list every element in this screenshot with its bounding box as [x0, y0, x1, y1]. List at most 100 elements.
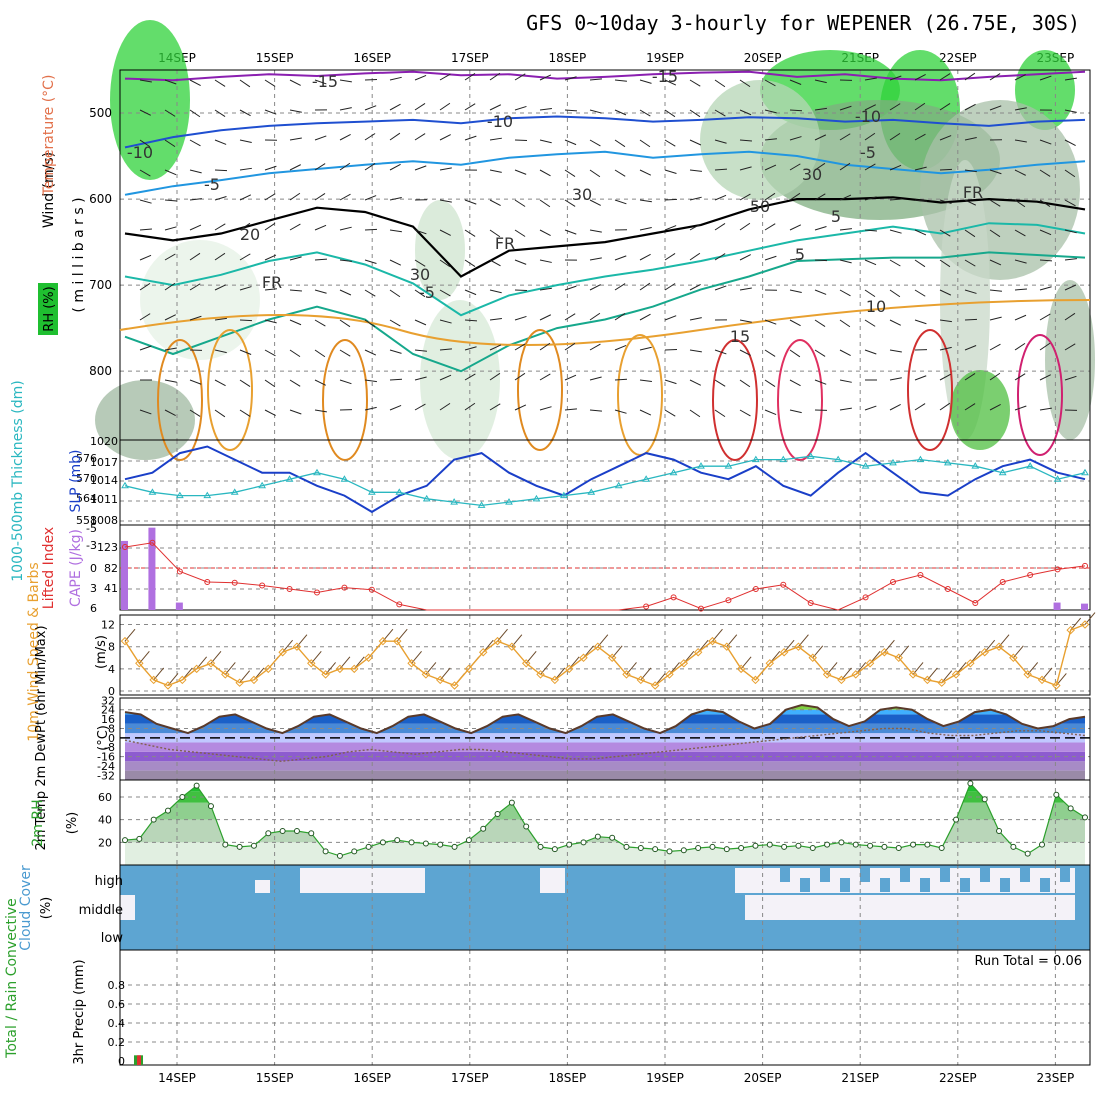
wind-barb	[439, 199, 452, 203]
wind-barb	[514, 105, 527, 111]
wind-barb	[514, 315, 527, 321]
wind-marker	[392, 636, 402, 646]
thickness-marker	[313, 468, 321, 476]
contour-label: FR	[495, 234, 515, 253]
wind-barb	[289, 409, 302, 415]
wind-marker	[1052, 681, 1061, 690]
wind-barb	[314, 192, 326, 201]
wind-barb	[189, 139, 201, 147]
wind-barb	[314, 79, 327, 85]
wind-barb	[989, 316, 1002, 321]
temp-band	[125, 770, 1085, 780]
wind-barb	[1014, 139, 1027, 143]
warm-contour	[777, 339, 823, 461]
thickness-tick-label: 558	[76, 514, 97, 527]
wind-barb	[614, 169, 626, 177]
cape-bar	[1053, 602, 1061, 610]
wind-barb	[589, 169, 601, 178]
series-line	[124, 455, 1086, 507]
wind-barb	[489, 72, 501, 81]
wind-barb	[814, 193, 826, 201]
wind-barb	[589, 139, 601, 147]
rh-marker	[351, 848, 358, 855]
contour-label: -15	[652, 67, 678, 86]
wind-barb	[264, 222, 276, 231]
wind-marker	[421, 670, 431, 679]
bottom-date-label: 19SEP	[646, 1071, 684, 1085]
thickness-marker	[477, 501, 486, 508]
wind-barb	[214, 169, 228, 172]
wind-barb	[1014, 259, 1027, 264]
bottom-date-label: 18SEP	[549, 1071, 587, 1085]
wind-barb	[189, 198, 202, 201]
wind-barb	[1039, 374, 1051, 381]
wind-tick-label: 4	[108, 663, 115, 676]
cloud-cell	[1020, 868, 1030, 882]
isotherm-15	[119, 299, 1091, 346]
wind-barb	[764, 138, 777, 141]
wind-barb	[839, 349, 851, 356]
wind-marker	[865, 659, 875, 668]
wind-barb	[364, 349, 377, 356]
thickness-marker	[367, 488, 376, 495]
rh-marker	[680, 847, 687, 854]
wind-barb	[1039, 286, 1052, 291]
wind-barb	[464, 373, 476, 381]
wind-marker	[450, 681, 459, 690]
wind-barb	[489, 199, 501, 207]
wind-barb	[639, 109, 651, 117]
wind-barb	[864, 163, 876, 171]
cape-bar	[1081, 603, 1088, 610]
wind-barb	[314, 258, 328, 261]
thickness-marker	[642, 475, 651, 482]
wind-barb	[214, 109, 226, 117]
wind-barb	[614, 199, 627, 205]
thickness-marker	[889, 458, 897, 466]
wind-barb	[589, 229, 602, 233]
li-marker	[149, 539, 156, 546]
temp-band	[125, 742, 1085, 752]
stability-panel: -5 -3 0 3 6 123 82 41	[86, 522, 1091, 615]
cape-bar	[121, 540, 128, 610]
wind-barb	[1014, 107, 1027, 111]
wind-barb	[739, 409, 751, 417]
wind-barb	[914, 133, 926, 141]
temp-tick-label: -24	[97, 760, 115, 773]
wind-barb	[464, 289, 477, 296]
thickness-marker	[779, 455, 788, 463]
thickness-marker	[614, 481, 623, 489]
bottom-date-label: 22SEP	[939, 1071, 977, 1085]
li-tick-label: -5	[86, 522, 97, 535]
wind-tick-label: 12	[101, 619, 115, 632]
wind-barb	[539, 259, 552, 263]
wind-barb	[664, 198, 678, 201]
wind-barb	[989, 343, 1001, 351]
wind-barb	[864, 104, 876, 111]
thickness-marker	[971, 462, 980, 469]
rh-marker	[752, 842, 759, 849]
li-marker	[176, 568, 183, 575]
wind-marker	[478, 647, 488, 657]
cloud-gap	[300, 868, 425, 893]
bottom-date-label: 17SEP	[451, 1071, 489, 1085]
wind-barb	[914, 102, 926, 111]
cloud-gap	[745, 895, 1075, 920]
wind-barb	[589, 78, 602, 81]
wind10m-panel: 0 4 8 12	[101, 612, 1096, 698]
wind-barb	[189, 283, 201, 291]
wind-barb	[714, 285, 727, 291]
wind-barb	[914, 319, 927, 325]
wind-barb	[139, 139, 151, 148]
wind-marker	[407, 659, 416, 668]
li-marker	[259, 582, 266, 589]
wind-barb	[614, 79, 627, 82]
wind-barb	[639, 282, 651, 291]
wind-barb	[789, 257, 802, 261]
contour-label: FR	[963, 183, 983, 202]
wind-barb	[989, 105, 1002, 111]
wind-barb	[939, 229, 951, 237]
wind-barb	[514, 169, 527, 175]
wind-barb	[889, 164, 902, 171]
li-marker	[725, 597, 732, 604]
